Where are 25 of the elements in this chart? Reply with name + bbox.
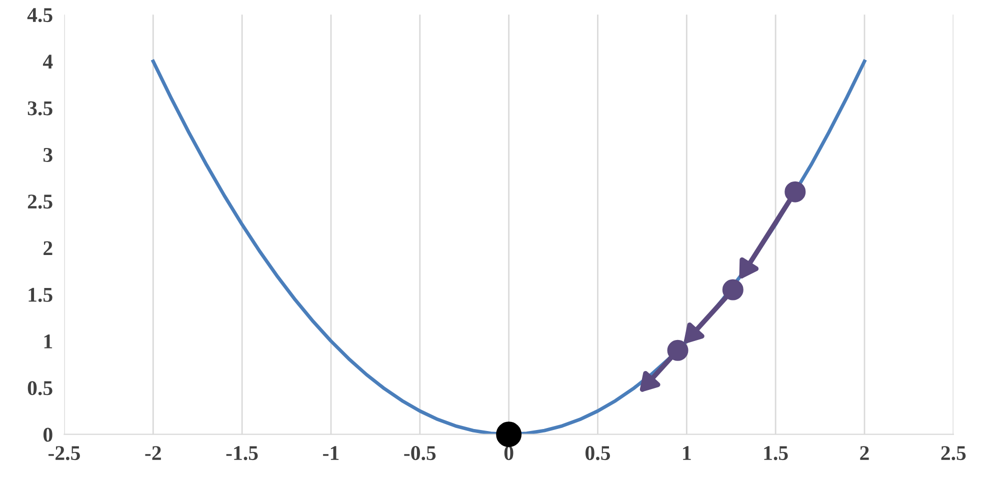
- y-tick-label: 3: [43, 148, 52, 162]
- y-tick-label: 0: [43, 428, 52, 442]
- x-tick-label: 2: [860, 446, 869, 460]
- y-tick-label: 1: [44, 334, 52, 348]
- x-tick-label: 0: [504, 446, 514, 460]
- point: [667, 340, 688, 361]
- y-tick-label: 4: [42, 54, 53, 68]
- y-tick-label: 2: [44, 241, 52, 256]
- point: [496, 422, 522, 448]
- x-tick-label: -1: [323, 446, 339, 460]
- y-tick-label: 3.5: [28, 101, 52, 116]
- x-tick-label: 1: [683, 446, 691, 460]
- x-tick-label: -2: [145, 446, 161, 460]
- y-tick-label: 0.5: [28, 381, 52, 396]
- y-tick-label: 4.5: [27, 8, 52, 22]
- y-tick-label: 1.5: [28, 288, 52, 302]
- x-tick-label: 0.5: [586, 446, 610, 460]
- x-tick-label: 2.5: [941, 446, 966, 460]
- x-tick-label: -0.5: [404, 446, 436, 460]
- x-tick-label: 1.5: [764, 446, 788, 460]
- x-tick-label: -1.5: [226, 446, 258, 460]
- point: [784, 181, 806, 202]
- y-tick-label: 2.5: [28, 194, 52, 209]
- x-tick-label: -2.5: [48, 446, 80, 460]
- point: [722, 279, 744, 300]
